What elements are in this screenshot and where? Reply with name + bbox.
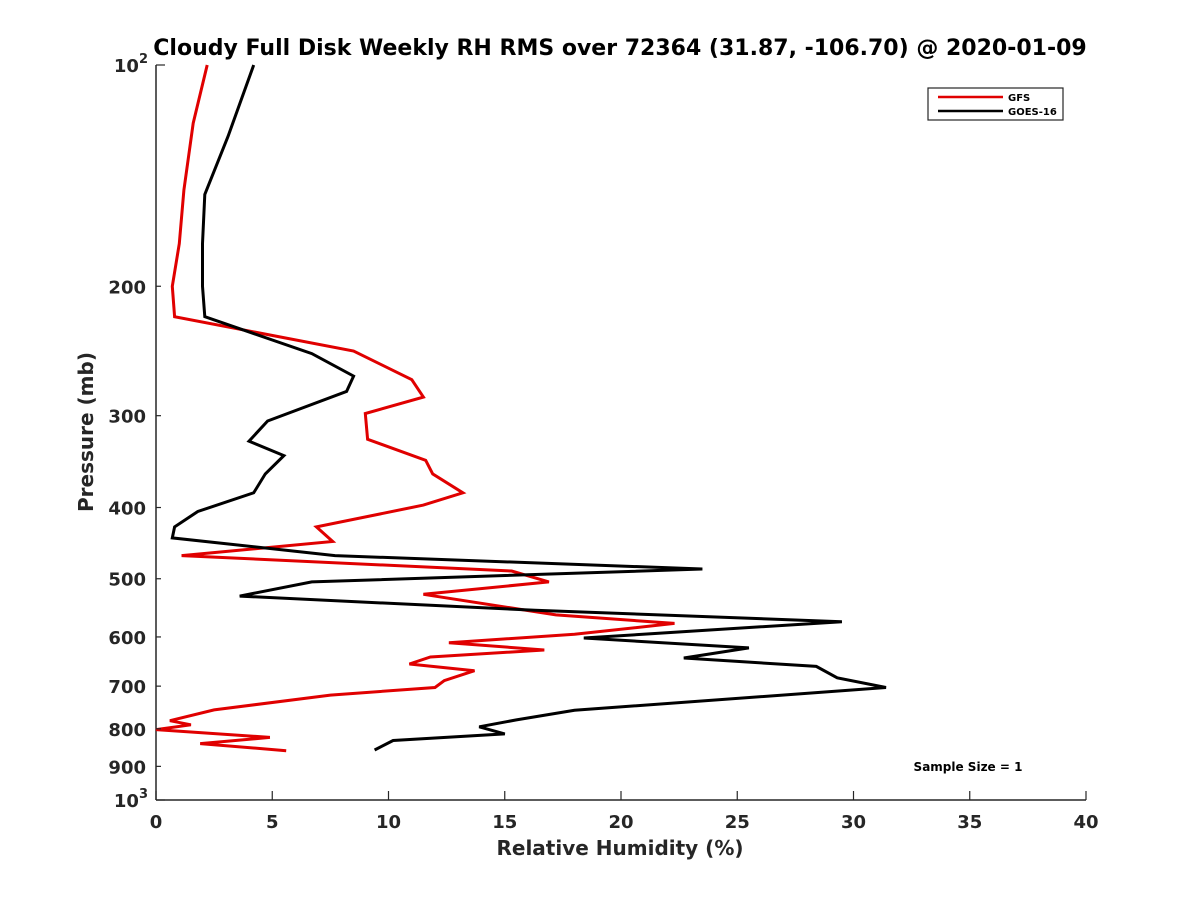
y-tick-label: 800	[108, 720, 146, 741]
x-tick-label: 10	[376, 812, 401, 833]
y-tick-label: 102	[114, 52, 148, 77]
x-tick-label: 20	[608, 812, 633, 833]
legend-box	[927, 87, 1064, 121]
x-tick-label: 5	[266, 812, 279, 833]
x-tick-label: 30	[841, 812, 866, 833]
y-axis-ticks: 102 200 300 400 500 600 700 800 900 103	[108, 52, 165, 812]
legend: GFS GOES-16	[927, 87, 1064, 121]
y-tick-label: 400	[108, 499, 146, 520]
series-line-goes-16	[170, 64, 887, 752]
x-tick-label: 15	[492, 812, 517, 833]
y-tick-label: 900	[108, 757, 146, 778]
y-tick-label: 200	[108, 277, 146, 298]
legend-label: GFS	[1008, 93, 1030, 104]
x-tick-label: 35	[957, 812, 982, 833]
x-tick-label: 0	[150, 812, 163, 833]
y-tick-label: 600	[108, 628, 146, 649]
sample-size-annotation: Sample Size = 1	[914, 760, 1023, 774]
y-tick-label: 300	[108, 407, 146, 428]
series-line-gfs	[155, 64, 675, 753]
y-axis-label: Pressure (mb)	[74, 352, 98, 512]
chart-title: Cloudy Full Disk Weekly RH RMS over 7236…	[153, 36, 1086, 61]
x-axis-label: Relative Humidity (%)	[496, 836, 743, 860]
x-tick-label: 40	[1073, 812, 1098, 833]
x-tick-label: 25	[725, 812, 750, 833]
y-tick-label: 500	[108, 570, 146, 591]
legend-label: GOES-16	[1008, 107, 1057, 118]
x-axis-ticks: 0 5 10 15 20 25 30 35 40	[150, 791, 1099, 833]
y-tick-label: 700	[108, 677, 146, 698]
y-tick-label: 103	[114, 787, 148, 812]
